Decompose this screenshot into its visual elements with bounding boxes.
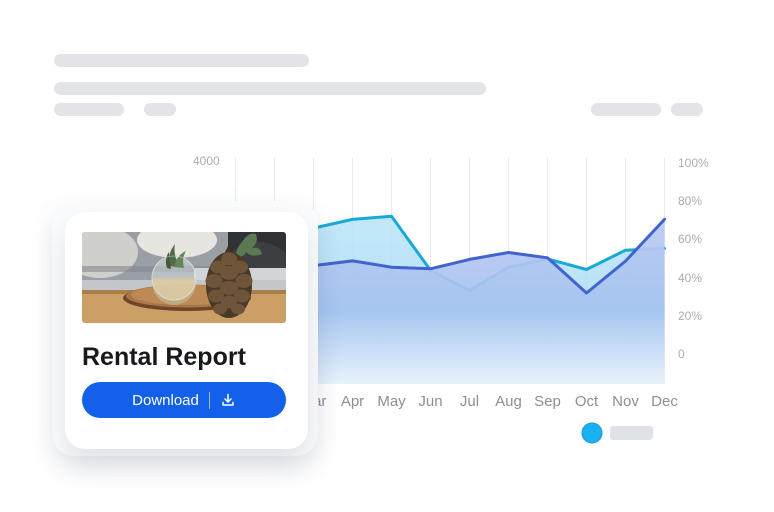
svg-text:May: May (377, 393, 406, 410)
svg-text:20%: 20% (678, 309, 702, 323)
svg-text:40%: 40% (678, 271, 702, 285)
svg-text:0: 0 (678, 347, 685, 361)
svg-text:4000: 4000 (193, 154, 220, 168)
svg-text:Apr: Apr (341, 393, 364, 410)
svg-text:80%: 80% (678, 194, 702, 208)
svg-text:Aug: Aug (495, 393, 522, 410)
svg-text:Jun: Jun (418, 393, 442, 410)
svg-text:60%: 60% (678, 232, 702, 246)
svg-text:Dec: Dec (651, 393, 678, 410)
svg-text:Nov: Nov (612, 393, 639, 410)
svg-text:100%: 100% (678, 156, 709, 170)
svg-text:Sep: Sep (534, 393, 561, 410)
svg-text:Jul: Jul (460, 393, 479, 410)
svg-text:Oct: Oct (575, 393, 599, 410)
